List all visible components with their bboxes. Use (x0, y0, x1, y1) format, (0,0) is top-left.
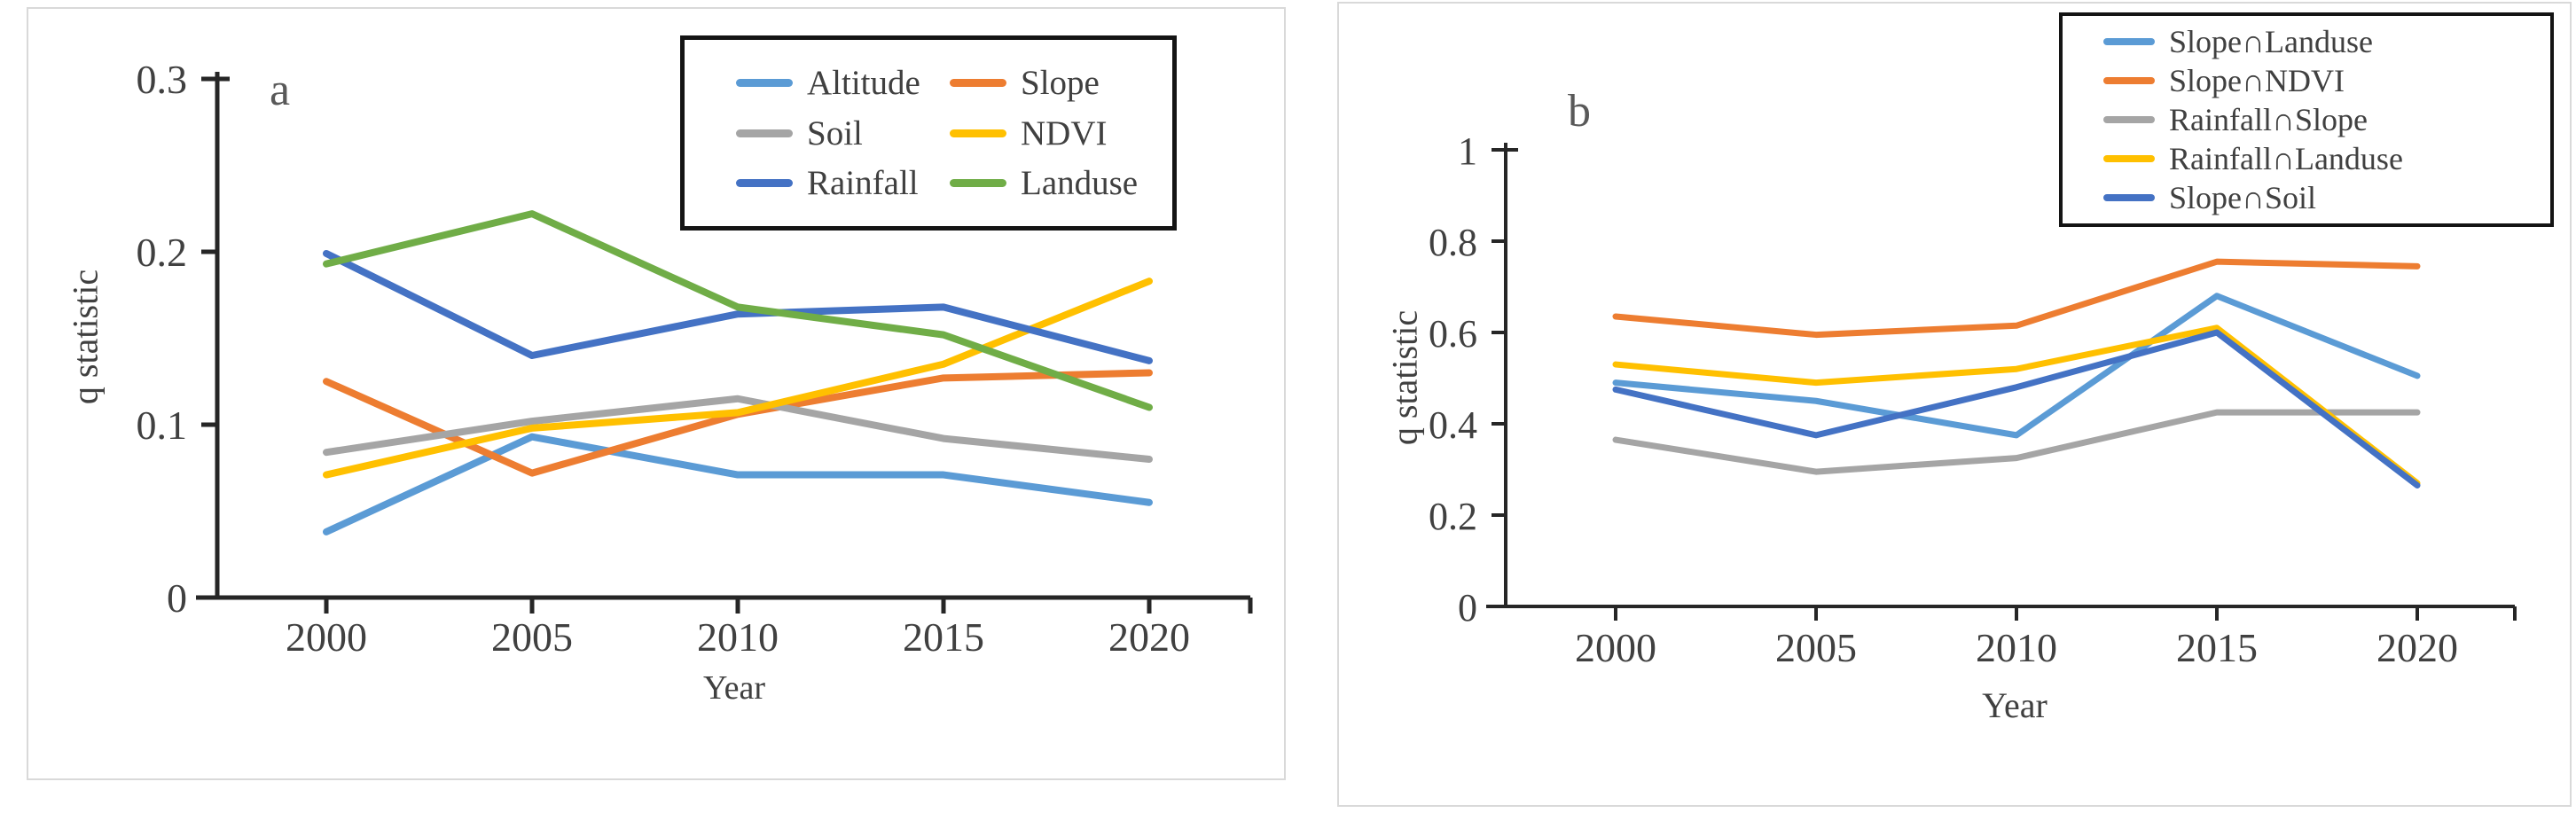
legend-label: Slope∩Landuse (2169, 24, 2373, 59)
legend-b-items: Slope∩Landuse Slope∩NDVI Rainfall∩Slope Rai… (2063, 16, 2550, 223)
x-tick-label: 2005 (1775, 625, 1857, 670)
series-line-slope-soil (1612, 329, 2421, 489)
legend-line-swatch (2103, 77, 2155, 84)
legend-item-rainfall-slope: Rainfall∩Slope (2103, 101, 2543, 138)
y-tick-label: 0.2 (137, 230, 188, 275)
series-line-ndvi (323, 278, 1153, 479)
y-tick-label: 1 (1458, 129, 1477, 173)
chart-panel-a: 0 0.1 0.2 0.3 2000 2005 2010 2015 2020 a q stati… (27, 7, 1286, 780)
legend-label: Slope∩Soil (2169, 180, 2317, 215)
y-tick-label: 0.3 (137, 57, 188, 102)
series-line-slope-ndvi (1612, 258, 2421, 339)
legend-line-swatch (736, 129, 793, 137)
x-tick-label: 2000 (1575, 625, 1656, 670)
legend-item-soil: Soil (736, 113, 950, 153)
legend-b: Slope∩Landuse Slope∩NDVI Rainfall∩Slope Rai… (2059, 12, 2554, 227)
series-line-slope-landuse (1612, 293, 2421, 439)
x-axis-title-b: Year (1982, 685, 2047, 725)
x-tick-label: 2010 (1976, 625, 2057, 670)
series-line-soil (323, 395, 1153, 463)
legend-label: Rainfall∩Landuse (2169, 141, 2403, 176)
y-tick-label: 0 (167, 575, 187, 621)
legend-label: Slope (1021, 63, 1100, 102)
y-tick-label: 0.4 (1429, 403, 1477, 447)
series-line-altitude (323, 433, 1153, 535)
legend-item-altitude: Altitude (736, 63, 950, 103)
y-axis-title-b: q statistic (1384, 309, 1425, 446)
legend-item-slope-landuse: Slope∩Landuse (2103, 23, 2543, 60)
legend-label: Rainfall∩Slope (2169, 102, 2368, 137)
legend-line-swatch (950, 78, 1006, 87)
x-tick-label: 2010 (697, 614, 779, 660)
legend-line-swatch (2103, 155, 2155, 162)
legend-label: Rainfall (807, 164, 919, 203)
y-tick-label: 0.2 (1429, 495, 1477, 538)
x-tick-label: 2015 (2176, 625, 2258, 670)
chart-a-plot: 0 0.1 0.2 0.3 2000 2005 2010 2015 2020 (137, 57, 1253, 660)
legend-label: NDVI (1021, 113, 1108, 152)
chart-b-plot: 0 0.2 0.4 0.6 0.8 1 2000 2005 2010 2015 2020 (1429, 129, 2517, 670)
y-tick-label: 0 (1458, 586, 1477, 629)
x-tick-label: 2005 (491, 614, 573, 660)
legend-line-swatch (736, 179, 793, 188)
y-tick-label: 0.6 (1429, 312, 1477, 356)
x-tick-label: 2015 (903, 614, 984, 660)
legend-line-swatch (2103, 38, 2155, 45)
x-tick-label: 2000 (286, 614, 367, 660)
series-line-slope (323, 369, 1153, 477)
legend-item-landuse: Landuse (950, 163, 1163, 203)
series-line-rainfall-slope (1612, 409, 2421, 475)
legend-label: Altitude (807, 63, 920, 102)
panel-letter-b: b (1568, 86, 1591, 137)
legend-item-rainfall: Rainfall (736, 163, 950, 203)
x-tick-label: 2020 (2376, 625, 2458, 670)
legend-item-slope: Slope (950, 63, 1163, 103)
series-line-landuse (323, 210, 1153, 411)
panel-letter-a: a (270, 65, 291, 115)
legend-item-slope-soil: Slope∩Soil (2103, 179, 2543, 216)
legend-item-ndvi: NDVI (950, 113, 1163, 153)
legend-item-slope-ndvi: Slope∩NDVI (2103, 62, 2543, 99)
legend-line-swatch (950, 129, 1006, 137)
x-axis-title-a: Year (702, 669, 766, 707)
legend-label: Slope∩NDVI (2169, 63, 2345, 98)
legend-line-swatch (950, 179, 1006, 188)
series-line-rainfall (323, 249, 1153, 364)
legend-label: Landuse (1021, 164, 1139, 203)
legend-line-swatch (2103, 116, 2155, 123)
legend-a: Altitude Slope Soil NDVI Rainfall Landuse (680, 35, 1177, 231)
legend-line-swatch (736, 78, 793, 87)
chart-panel-b: 0 0.2 0.4 0.6 0.8 1 2000 2005 2010 2015 2020 b q s… (1337, 2, 2572, 807)
legend-line-swatch (2103, 194, 2155, 201)
legend-label: Soil (807, 113, 863, 152)
legend-item-rainfall-landuse: Rainfall∩Landuse (2103, 140, 2543, 177)
x-tick-label: 2020 (1108, 614, 1190, 660)
y-tick-label: 0.8 (1429, 221, 1477, 264)
y-axis-title-a: q statistic (65, 269, 106, 405)
y-tick-label: 0.1 (137, 403, 188, 448)
legend-a-items: Altitude Slope Soil NDVI Rainfall Landuse (685, 40, 1172, 226)
